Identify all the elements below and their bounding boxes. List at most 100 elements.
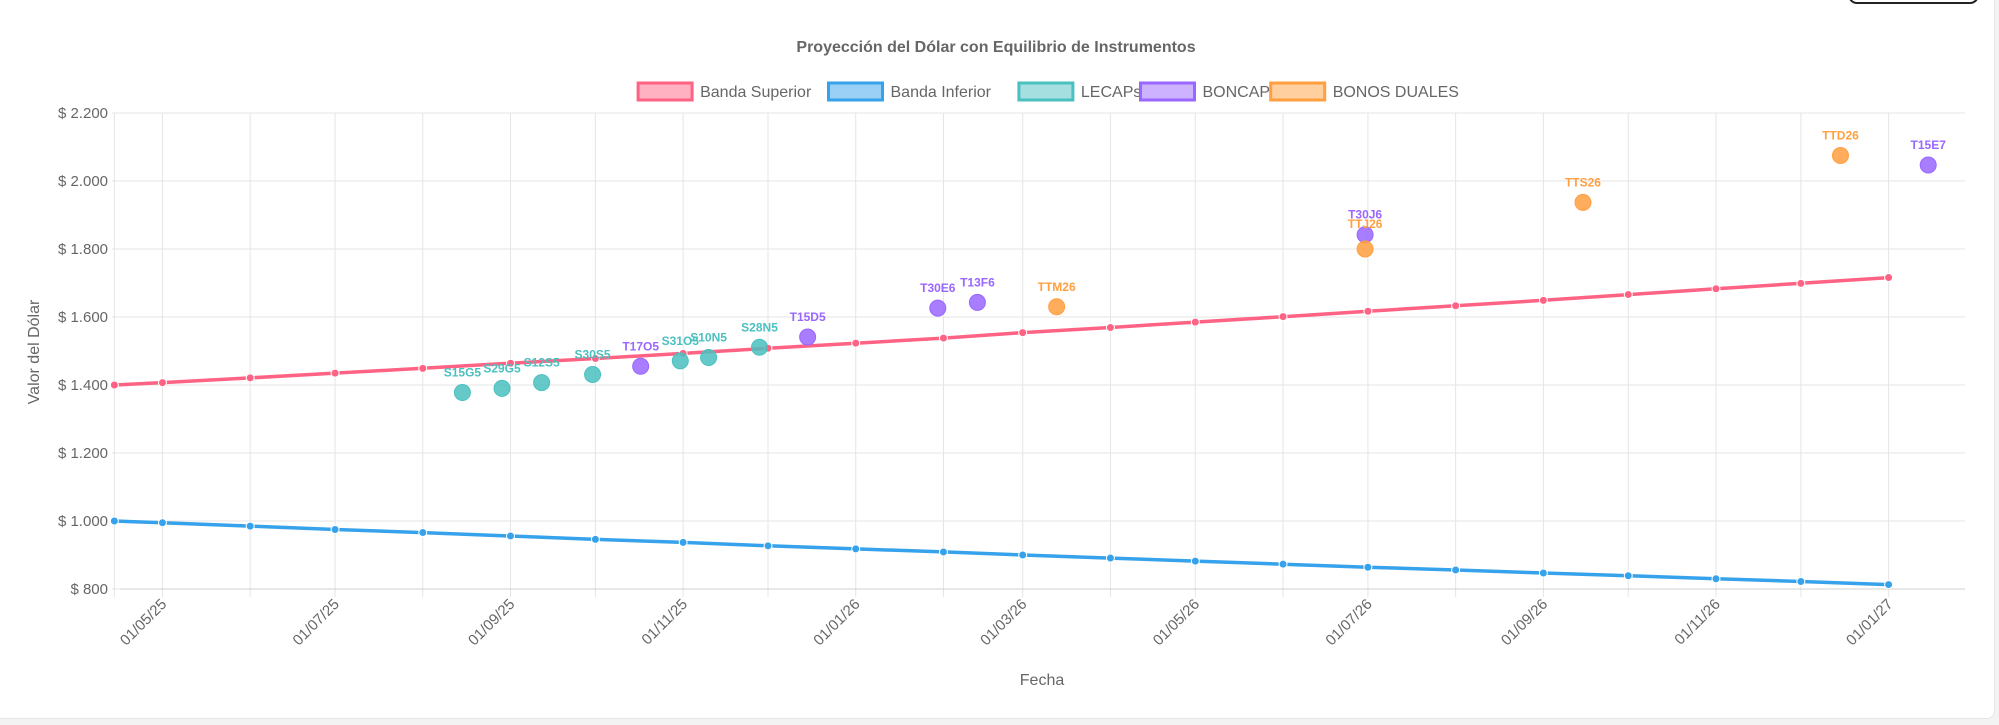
x-tick-label: 01/07/25: [290, 596, 343, 649]
x-tick-label: 01/01/26: [810, 596, 863, 649]
x-tick-label: 01/09/26: [1498, 596, 1551, 649]
scatter-point: [1919, 156, 1937, 174]
scatter-point: [799, 328, 817, 346]
series-layer: [109, 147, 1937, 590]
line-point: [1018, 550, 1028, 560]
line-point: [1711, 574, 1721, 584]
line-point: [938, 547, 948, 557]
point-label: T30E6: [920, 281, 956, 295]
point-label: TTJ26: [1348, 217, 1383, 231]
legend-swatch: [1017, 81, 1075, 102]
x-tick-label: 01/07/26: [1322, 596, 1375, 649]
scatter-point: [1831, 147, 1849, 164]
scatter-point: [632, 357, 650, 375]
line-point: [590, 353, 600, 363]
line-point: [330, 525, 340, 534]
y-tick-label: $ 1.200: [58, 445, 108, 462]
point-label: S15G5: [444, 365, 482, 379]
scatter-point: [968, 293, 986, 311]
scatter-point: [1574, 193, 1592, 211]
point-label: T15D5: [790, 310, 826, 324]
line-point: [1018, 328, 1028, 338]
line-point: [245, 373, 255, 383]
y-tick-label: $ 1.600: [58, 309, 108, 326]
line-point: [678, 537, 688, 547]
point-label: S10N5: [690, 330, 727, 344]
line-point: [851, 544, 861, 554]
legend-swatch: [827, 81, 884, 102]
line-point: [1278, 312, 1288, 322]
line-point: [1796, 278, 1806, 288]
x-tick-label: 01/09/25: [465, 596, 518, 649]
legend-label: BONCAPs: [1203, 84, 1279, 101]
line-point: [1538, 295, 1548, 305]
series-line: [114, 275, 1889, 387]
line-point: [1451, 301, 1461, 311]
scatter-point: [1356, 240, 1374, 258]
line-point: [109, 516, 119, 526]
x-tick-label: 01/11/25: [638, 596, 691, 649]
line-point: [938, 333, 948, 343]
y-tick-label: $ 1.000: [58, 513, 108, 530]
y-axis-ticks: $ 800 $ 1.000 $ 1.200 $ 1.400 $ 1.600 $ 1.800…: [58, 105, 108, 598]
line-point: [1363, 562, 1373, 572]
line-point: [1796, 577, 1806, 587]
series-line: [114, 519, 1889, 587]
scatter-point: [700, 348, 718, 366]
y-axis-title: Valor del Dólar: [26, 299, 43, 404]
line-point: [851, 338, 861, 348]
scatter-point: [584, 365, 602, 383]
line-point: [109, 380, 119, 390]
point-label: S29G5: [483, 361, 521, 375]
line-point: [1451, 565, 1461, 575]
y-tick-label: $ 1.800: [58, 241, 108, 258]
line-point: [506, 358, 516, 368]
legend-swatch: [1269, 81, 1327, 102]
grid: [112, 112, 1965, 597]
x-tick-label: 01/05/26: [1150, 596, 1203, 649]
scatter-point: [751, 338, 769, 356]
legend-label: LECAPs: [1081, 84, 1141, 101]
x-tick-label: 01/11/26: [1671, 596, 1724, 649]
line-point: [418, 528, 428, 538]
point-label: S30S5: [575, 347, 611, 361]
x-tick-label: 01/03/26: [977, 596, 1030, 649]
point-label: S31O5: [662, 334, 700, 348]
line-point: [1884, 273, 1894, 283]
point-label: TTS26: [1565, 175, 1601, 189]
scatter-point: [533, 374, 551, 392]
scatter-point: [493, 379, 511, 397]
point-label: T30J6: [1348, 208, 1382, 222]
line-point: [763, 541, 773, 551]
point-label: TTM26: [1038, 280, 1076, 294]
line-point: [1190, 317, 1200, 327]
line-point: [245, 521, 255, 531]
line-point: [1278, 559, 1288, 569]
line-point: [506, 531, 516, 541]
line-point: [1538, 568, 1548, 578]
legend: Banda Superior Banda Inferior LECAPs BONCAP…: [636, 81, 1459, 102]
line-point: [590, 534, 600, 544]
chart-title: Proyección del Dólar con Equilibrio de I…: [796, 39, 1195, 56]
line-point: [157, 518, 167, 528]
point-label: T17O5: [622, 339, 659, 353]
x-axis-title: Fecha: [1020, 672, 1065, 689]
legend-label: BONOS DUALES: [1333, 84, 1459, 101]
point-label: T13F6: [960, 275, 995, 289]
y-tick-label: $ 1.400: [58, 377, 108, 394]
line-point: [330, 368, 340, 378]
x-tick-label: 01/01/27: [1843, 596, 1896, 649]
legend-label: Banda Superior: [700, 84, 812, 101]
point-label: S28N5: [741, 320, 778, 334]
line-point: [1711, 284, 1721, 294]
line-point: [418, 363, 428, 373]
line-point: [1623, 571, 1633, 581]
point-label: S12S5: [524, 356, 560, 370]
line-point: [1105, 553, 1115, 563]
scatter-point: [453, 383, 471, 401]
legend-swatch: [1139, 81, 1196, 102]
line-point: [157, 378, 167, 388]
